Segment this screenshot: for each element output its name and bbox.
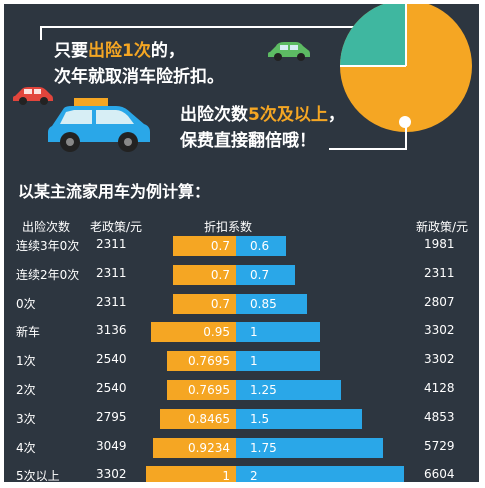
red-car-icon bbox=[13, 87, 53, 105]
old-coefficient-value: 0.9234 bbox=[187, 440, 230, 455]
table-row: 新车 3136 0.95 1 3302 bbox=[4, 320, 479, 344]
new-coefficient-value: 0.85 bbox=[250, 296, 277, 311]
row-old-price: 2311 bbox=[96, 237, 127, 251]
row-label: 新车 bbox=[16, 325, 41, 340]
col-header-old: 老政策/元 bbox=[90, 220, 143, 234]
old-coefficient-bar: 0.7 bbox=[173, 264, 236, 285]
new-coefficient-value: 1 bbox=[250, 325, 258, 340]
old-coefficient-bar: 0.95 bbox=[150, 322, 236, 343]
new-coefficient-bar: 1.25 bbox=[236, 380, 341, 400]
new-coefficient-bar: 1 bbox=[236, 322, 320, 343]
row-new-price: 6604 bbox=[424, 467, 455, 482]
old-coefficient-bar: 1 bbox=[146, 466, 236, 482]
row-label: 2次 bbox=[16, 383, 36, 397]
new-coefficient-value: 1.75 bbox=[250, 440, 277, 455]
old-coefficient-value: 0.8465 bbox=[187, 411, 230, 426]
section-title: 以某主流家用车为例计算： bbox=[18, 182, 211, 201]
new-coefficient-bar: 0.85 bbox=[236, 293, 308, 314]
bracket-top bbox=[40, 26, 372, 40]
row-new-price: 1981 bbox=[424, 237, 455, 251]
table-row: 连续2年0次 2311 0.7 0.7 2311 bbox=[4, 263, 479, 287]
new-coefficient-bar: 1.75 bbox=[236, 437, 383, 458]
blue-suv-icon bbox=[48, 98, 150, 152]
green-car-icon bbox=[268, 42, 310, 61]
col-header-new: 新政策/元 bbox=[416, 220, 469, 234]
old-coefficient-bar: 0.7 bbox=[173, 236, 236, 256]
row-old-price: 2311 bbox=[96, 294, 127, 309]
new-coefficient-bar: 0.7 bbox=[236, 264, 295, 285]
row-new-price: 3302 bbox=[424, 323, 455, 338]
infographic-panel: 只要出险1次的， 次年就取消车险折扣。 出险次数5次及以上， 保费直接翻倍哦！ … bbox=[4, 4, 479, 482]
bracket-dot-bottom bbox=[399, 116, 411, 128]
pie-chart-icon bbox=[340, 4, 472, 132]
row-label: 连续2年0次 bbox=[16, 267, 80, 282]
old-coefficient-bar: 0.7695 bbox=[166, 380, 236, 400]
old-coefficient-bar: 0.8465 bbox=[159, 408, 236, 429]
table-row: 3次 2795 0.8465 1.5 4853 bbox=[4, 407, 479, 431]
row-old-price: 2540 bbox=[96, 381, 127, 395]
new-coefficient-value: 0.7 bbox=[250, 267, 270, 282]
row-new-price: 4128 bbox=[424, 381, 455, 395]
old-coefficient-bar: 0.7695 bbox=[166, 351, 236, 372]
header-line1: 只要出险1次的， bbox=[54, 41, 185, 61]
old-coefficient-value: 0.7695 bbox=[187, 354, 230, 369]
table-row: 连续3年0次 2311 0.7 0.6 1981 bbox=[4, 234, 479, 258]
new-coefficient-value: 1.5 bbox=[250, 411, 270, 426]
old-coefficient-value: 0.7 bbox=[210, 296, 230, 311]
row-label: 3次 bbox=[16, 411, 36, 426]
old-coefficient-bar: 0.7 bbox=[173, 293, 236, 314]
col-header-coef: 折扣系数 bbox=[204, 220, 253, 234]
header-line2: 次年就取消车险折扣。 bbox=[54, 67, 224, 87]
col-header-count: 出险次数 bbox=[22, 220, 71, 234]
new-coefficient-bar: 0.6 bbox=[236, 236, 287, 256]
table-row: 4次 3049 0.9234 1.75 5729 bbox=[4, 436, 479, 460]
new-coefficient-bar: 1 bbox=[236, 351, 320, 372]
row-new-price: 4853 bbox=[424, 409, 455, 424]
row-old-price: 2540 bbox=[96, 352, 127, 367]
table-row: 5次以上 3302 1 2 6604 bbox=[4, 464, 479, 482]
row-new-price: 2807 bbox=[424, 294, 455, 309]
row-new-price: 5729 bbox=[424, 438, 455, 453]
old-coefficient-value: 0.7695 bbox=[187, 383, 230, 397]
row-label: 4次 bbox=[16, 440, 36, 455]
bracket-bottom bbox=[329, 124, 407, 150]
old-coefficient-bar: 0.9234 bbox=[152, 437, 236, 458]
header-line3: 出险次数5次及以上， bbox=[180, 105, 345, 125]
old-coefficient-value: 1 bbox=[222, 469, 230, 482]
row-old-price: 2311 bbox=[96, 265, 127, 280]
row-old-price: 2795 bbox=[96, 409, 127, 424]
old-coefficient-value: 0.7 bbox=[210, 239, 230, 253]
table-row: 1次 2540 0.7695 1 3302 bbox=[4, 349, 479, 373]
header-line4: 保费直接翻倍哦！ bbox=[180, 131, 316, 151]
new-coefficient-bar: 2 bbox=[236, 466, 404, 482]
new-coefficient-value: 1 bbox=[250, 354, 258, 369]
old-coefficient-value: 0.95 bbox=[203, 325, 230, 340]
row-new-price: 3302 bbox=[424, 352, 455, 367]
new-coefficient-value: 1.25 bbox=[250, 383, 277, 397]
new-coefficient-bar: 1.5 bbox=[236, 408, 362, 429]
row-label: 5次以上 bbox=[16, 469, 60, 482]
table-row: 2次 2540 0.7695 1.25 4128 bbox=[4, 378, 479, 402]
row-new-price: 2311 bbox=[424, 265, 455, 280]
row-old-price: 3136 bbox=[96, 323, 127, 338]
row-old-price: 3049 bbox=[96, 438, 127, 453]
row-label: 0次 bbox=[16, 296, 36, 311]
table-row: 0次 2311 0.7 0.85 2807 bbox=[4, 292, 479, 316]
new-coefficient-value: 0.6 bbox=[250, 239, 270, 253]
row-label: 连续3年0次 bbox=[16, 239, 80, 253]
new-coefficient-value: 2 bbox=[250, 469, 258, 482]
row-old-price: 3302 bbox=[96, 467, 127, 482]
row-label: 1次 bbox=[16, 354, 36, 369]
old-coefficient-value: 0.7 bbox=[210, 267, 230, 282]
